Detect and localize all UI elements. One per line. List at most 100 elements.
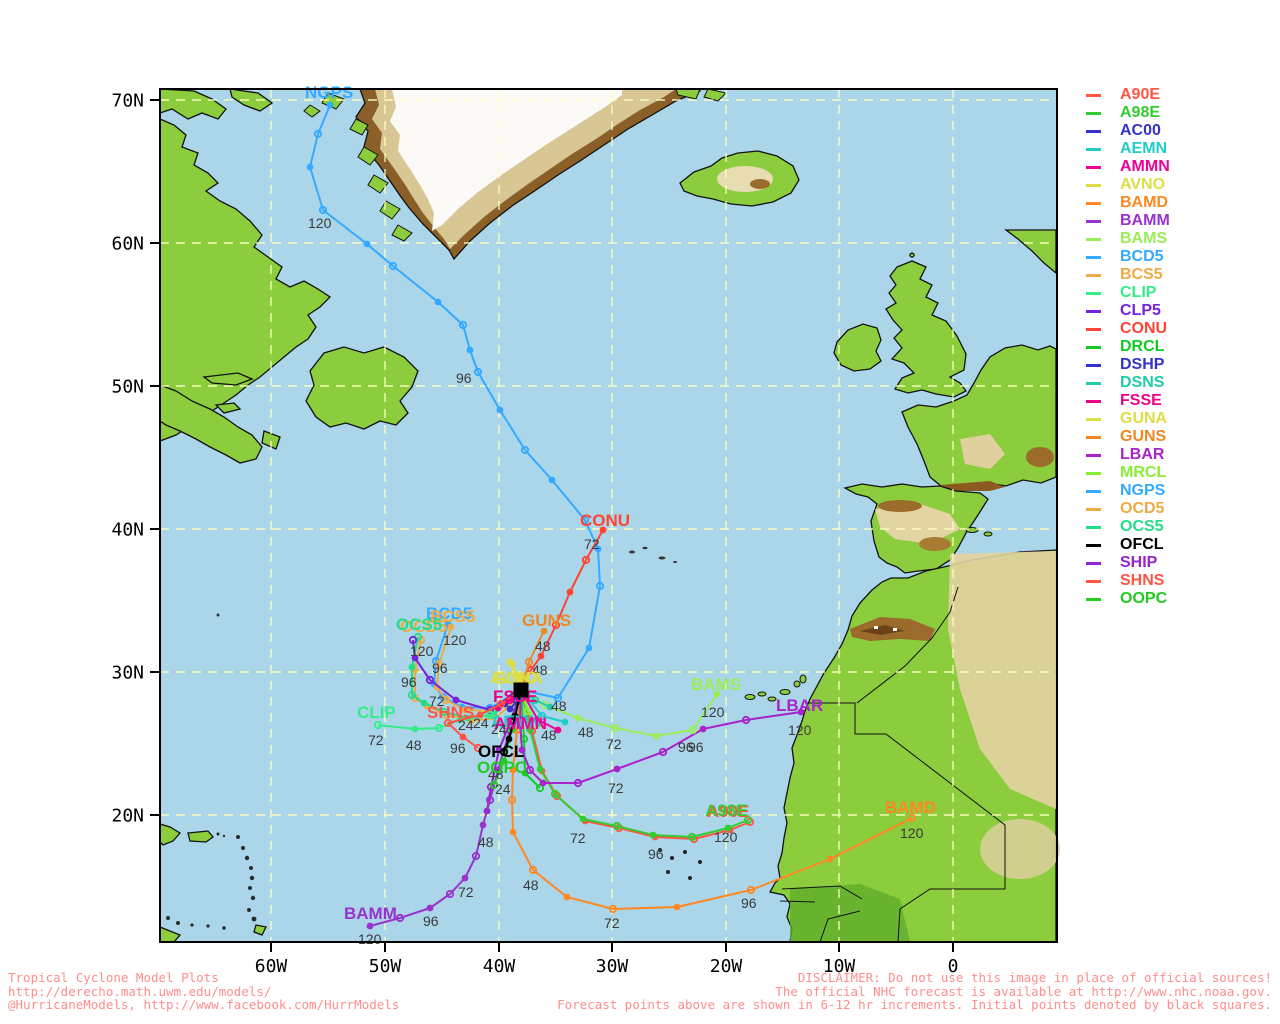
legend-item-SHIP: SHIP: [1086, 554, 1170, 572]
forecast-point-open: [612, 821, 622, 831]
legend-dash-icon: [1086, 309, 1101, 313]
forecast-point-open: [395, 913, 405, 923]
forecast-point-filled: [505, 735, 513, 743]
forecast-point-open: [687, 832, 697, 842]
forecast-point-filled: [363, 240, 371, 248]
forecast-point-open: [535, 783, 545, 793]
forecast-point-open: [496, 699, 506, 709]
footer-nhc-note: The official NHC forecast is available a…: [775, 983, 1272, 999]
forecast-point-open: [526, 665, 536, 675]
legend-dash-icon: [1086, 453, 1101, 457]
legend-model-label: AEMN: [1120, 140, 1168, 157]
legend-model-label: BAMD: [1120, 194, 1168, 211]
forecast-point-filled: [574, 714, 582, 722]
legend-dash-icon: [1086, 507, 1101, 511]
forecast-point-filled: [546, 703, 554, 711]
forecast-hour-label: 120: [410, 643, 434, 659]
legend-item-AMMN: AMMN: [1086, 158, 1170, 176]
forecast-hour-label: 48: [551, 698, 567, 714]
forecast-point-filled: [506, 705, 514, 713]
legend-dash-icon: [1086, 345, 1101, 349]
forecast-hour-label: 24: [491, 721, 507, 737]
forecast-hour-label: 24: [458, 717, 474, 733]
track-name-label-BAMM: BAMM: [344, 904, 397, 923]
forecast-point-filled: [826, 855, 834, 863]
forecast-hour-label: 96: [741, 895, 757, 911]
forecast-hour-label: 72: [368, 732, 384, 748]
lat-tick-label: 30N: [111, 662, 144, 683]
legend-item-BCD5: BCD5: [1086, 248, 1170, 266]
forecast-point-filled: [500, 757, 508, 765]
track-name-label-OOPC: OOPC: [477, 758, 527, 777]
track-name-label-OCS5: OCS5: [396, 615, 442, 634]
forecast-point-open: [407, 690, 417, 700]
forecast-point-open: [434, 659, 444, 669]
forecast-point-open: [746, 885, 756, 895]
forecast-hour-label: 96: [456, 370, 472, 386]
forecast-hour-label: 24: [495, 781, 511, 797]
forecast-point-open: [408, 635, 418, 645]
legend-item-MRCL: MRCL: [1086, 464, 1170, 482]
forecast-point-filled: [508, 660, 516, 668]
forecast-point-open: [388, 261, 398, 271]
forecast-hour-label: 72: [608, 780, 624, 796]
forecast-hour-label: 96: [648, 846, 664, 862]
track-AMMN: [520, 689, 562, 734]
legend-item-AEMN: AEMN: [1086, 140, 1170, 158]
legend-item-AC00: AC00: [1086, 122, 1170, 140]
forecast-point-filled: [447, 623, 455, 631]
legend-item-DSNS: DSNS: [1086, 374, 1170, 392]
forecast-point-open: [318, 205, 328, 215]
forecast-point-filled: [459, 733, 467, 741]
forecast-point-open: [458, 320, 468, 330]
forecast-point-filled: [326, 101, 334, 109]
legend-item-BAMS: BAMS: [1086, 230, 1170, 248]
forecast-hour-label: 120: [900, 825, 924, 841]
initial-point-square: [513, 682, 529, 698]
track-name-label-CONU: CONU: [580, 511, 630, 530]
forecast-point-open: [595, 581, 605, 591]
forecast-point-filled: [540, 627, 548, 635]
legend-model-label: AMMN: [1120, 158, 1170, 175]
legend-item-NGPS: NGPS: [1086, 482, 1170, 500]
legend-dash-icon: [1086, 291, 1101, 295]
forecast-point-filled: [434, 298, 442, 306]
forecast-point-filled: [479, 821, 487, 829]
forecast-point-open: [743, 815, 753, 825]
legend-model-label: LBAR: [1120, 446, 1165, 463]
forecast-point-open: [533, 715, 543, 725]
forecast-point-filled: [518, 746, 526, 754]
forecast-point-filled: [411, 725, 419, 733]
legend-item-BCS5: BCS5: [1086, 266, 1170, 284]
forecast-point-open: [580, 515, 590, 525]
legend-dash-icon: [1086, 381, 1101, 385]
forecast-point-filled: [537, 652, 545, 660]
legend-dash-icon: [1086, 597, 1101, 601]
forecast-point-filled: [476, 711, 484, 719]
legend-dash-icon: [1086, 165, 1101, 169]
forecast-hour-label: 72: [584, 536, 600, 552]
track-A98E: [520, 689, 753, 842]
track-name-label-AEMN: AEMN: [491, 712, 541, 731]
legend-item-CONU: CONU: [1086, 320, 1170, 338]
track-name-label-CLIP: CLIP: [357, 703, 396, 722]
forecast-point-open: [513, 672, 523, 682]
forecast-hour-label: 96: [688, 739, 704, 755]
forecast-point-open: [551, 620, 561, 630]
forecast-point-open: [425, 675, 435, 685]
lat-tick-label: 20N: [111, 805, 144, 826]
track-OFCL: [499, 689, 522, 757]
legend-model-label: CLP5: [1120, 302, 1161, 319]
forecast-point-filled: [366, 922, 374, 930]
forecast-hour-label: 96: [678, 739, 694, 755]
footer-credits: Tropical Cyclone Model Plots DISCLAIMER:…: [8, 971, 1272, 1012]
legend-item-CLIP: CLIP: [1086, 284, 1170, 302]
forecast-point-open: [439, 707, 449, 717]
legend-dash-icon: [1086, 201, 1101, 205]
lat-tick-label: 60N: [111, 233, 144, 254]
forecast-point-filled: [536, 765, 544, 773]
legend-dash-icon: [1086, 237, 1101, 241]
forecast-hour-label: 120: [443, 632, 467, 648]
forecast-hour-label: 24: [473, 715, 489, 731]
legend-item-SHNS: SHNS: [1086, 572, 1170, 590]
